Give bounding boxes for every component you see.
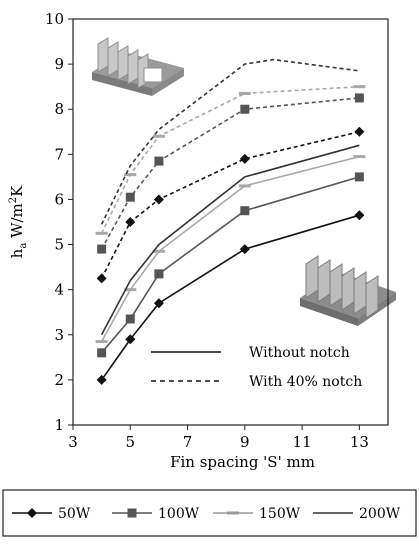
legend-label: 100W xyxy=(158,506,200,522)
y-axis-title: ha W/m2K xyxy=(8,185,29,258)
heat-sink-icon xyxy=(300,255,396,326)
y-tick-label: 10 xyxy=(45,10,64,28)
y-tick-label: 8 xyxy=(54,100,64,118)
data-point xyxy=(96,273,107,284)
data-point xyxy=(154,269,164,279)
data-point xyxy=(353,85,366,89)
data-point xyxy=(354,172,364,182)
data-point xyxy=(152,249,165,253)
legend-label: 200W xyxy=(359,506,401,522)
data-point xyxy=(239,153,250,164)
data-point xyxy=(354,93,364,103)
y-tick-label: 2 xyxy=(54,371,64,389)
data-point xyxy=(97,244,107,254)
data-point xyxy=(153,298,164,309)
x-tick-label: 5 xyxy=(125,433,135,451)
x-axis-title: Fin spacing 'S' mm xyxy=(170,453,315,471)
legend-marker xyxy=(127,508,137,518)
data-point xyxy=(353,155,366,159)
y-tick-label: 3 xyxy=(54,326,64,344)
data-point xyxy=(124,288,137,292)
data-point xyxy=(95,231,108,235)
data-point xyxy=(240,206,250,216)
series-line-200w-notch xyxy=(100,58,360,225)
y-tick-label: 9 xyxy=(54,55,64,73)
data-point xyxy=(125,217,136,227)
y-tick-label: 5 xyxy=(54,236,64,254)
data-point xyxy=(240,104,250,114)
data-point xyxy=(238,91,251,95)
data-point xyxy=(125,334,136,345)
data-point xyxy=(238,184,251,188)
style-legend-label: With 40% notch xyxy=(249,374,362,390)
x-tick-label: 9 xyxy=(240,433,250,451)
data-point xyxy=(354,126,365,137)
data-point xyxy=(124,173,137,177)
data-point xyxy=(152,134,165,138)
x-tick-label: 7 xyxy=(183,433,193,451)
style-legend-label: Without notch xyxy=(249,345,350,361)
legend-marker xyxy=(27,508,37,518)
y-tick-label: 4 xyxy=(54,281,64,299)
data-point xyxy=(354,210,365,221)
data-point xyxy=(96,374,107,385)
data-point xyxy=(95,340,108,344)
x-tick-label: 11 xyxy=(293,433,312,451)
plot-frame xyxy=(72,18,389,426)
data-point xyxy=(97,348,107,358)
data-point xyxy=(154,156,164,166)
series-line-150w-notch xyxy=(100,85,360,234)
data-point xyxy=(239,244,250,255)
series-line-150w-no-notch xyxy=(100,155,360,342)
legend-label: 150W xyxy=(259,506,301,522)
data-point xyxy=(125,192,135,202)
notched-heat-sink-icon xyxy=(92,37,184,96)
series-line-200w-no-notch xyxy=(100,144,360,336)
y-tick-label: 7 xyxy=(54,145,64,163)
legend-marker xyxy=(227,511,239,515)
data-point xyxy=(125,314,135,324)
y-tick-label: 6 xyxy=(54,190,64,208)
x-tick-label: 13 xyxy=(350,433,369,451)
legend-label: 50W xyxy=(58,506,91,522)
data-point xyxy=(153,194,164,205)
x-tick-label: 3 xyxy=(68,433,78,451)
y-tick-label: 1 xyxy=(54,416,64,434)
